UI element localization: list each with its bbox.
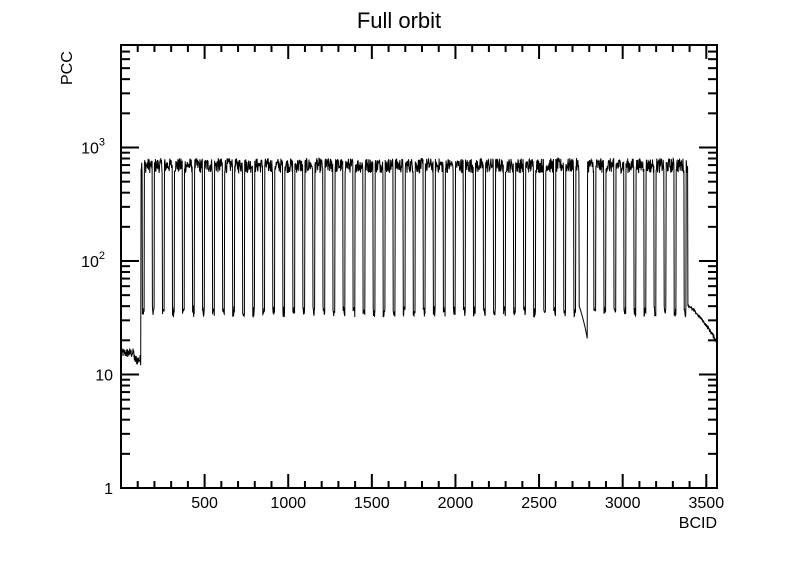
x-tick-label-2000: 2000 [438, 495, 474, 512]
y-tick-label-1: 1 [104, 481, 113, 498]
x-tick-label-500: 500 [191, 495, 218, 512]
plot-frame [120, 44, 718, 489]
chart-title: Full orbit [357, 8, 441, 33]
axis-ticks: 500 1000 1500 2000 2500 3000 3500 1 10 102 103 [81, 44, 725, 512]
x-tick-label-3000: 3000 [605, 495, 641, 512]
x-tick-label-1000: 1000 [270, 495, 306, 512]
y-tick-label-1000: 103 [81, 137, 105, 158]
x-tick-label-2500: 2500 [521, 495, 557, 512]
x-tick-label-3500: 3500 [689, 495, 725, 512]
x-tick-label-1500: 1500 [354, 495, 390, 512]
y-tick-label-10: 10 [95, 368, 113, 385]
plot-area [120, 44, 718, 489]
y-tick-label-100: 102 [81, 250, 105, 271]
series-line-pcc [120, 156, 718, 366]
y-axis-label: PCC [59, 51, 76, 85]
x-axis-label: BCID [679, 515, 717, 532]
